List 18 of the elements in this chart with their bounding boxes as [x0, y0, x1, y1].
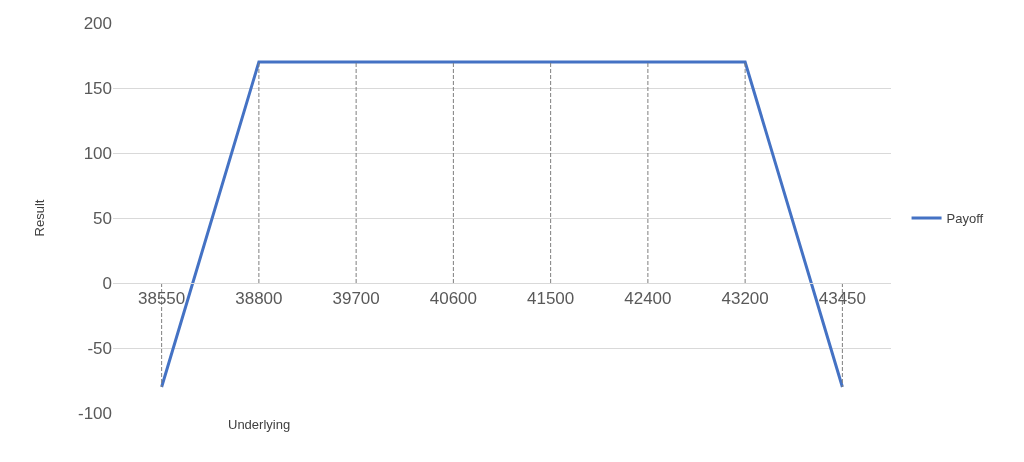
x-tick-label: 40600 — [429, 289, 478, 309]
x-tick-label: 41500 — [526, 289, 575, 309]
x-tick-label: 39700 — [332, 289, 380, 309]
y-tick-label: -100 — [77, 403, 112, 423]
x-tick-label: 43200 — [721, 289, 769, 309]
x-tick-label: 42400 — [624, 289, 672, 309]
y-tick-label: 0 — [102, 273, 112, 293]
x-tick-label: 43450 — [818, 289, 867, 309]
y-tick-label: 150 — [83, 78, 112, 98]
legend-label: Payoff — [946, 211, 984, 227]
y-axis-title: Result — [31, 199, 47, 237]
y-tick-label: 200 — [83, 13, 112, 33]
x-tick-label: 38550 — [137, 289, 186, 309]
y-tick-label: 100 — [83, 143, 112, 163]
y-tick-label: 50 — [93, 208, 112, 228]
x-axis-title: Underlying — [228, 417, 291, 432]
y-tick-label: -50 — [87, 338, 112, 358]
x-tick-label: 38800 — [235, 289, 283, 309]
